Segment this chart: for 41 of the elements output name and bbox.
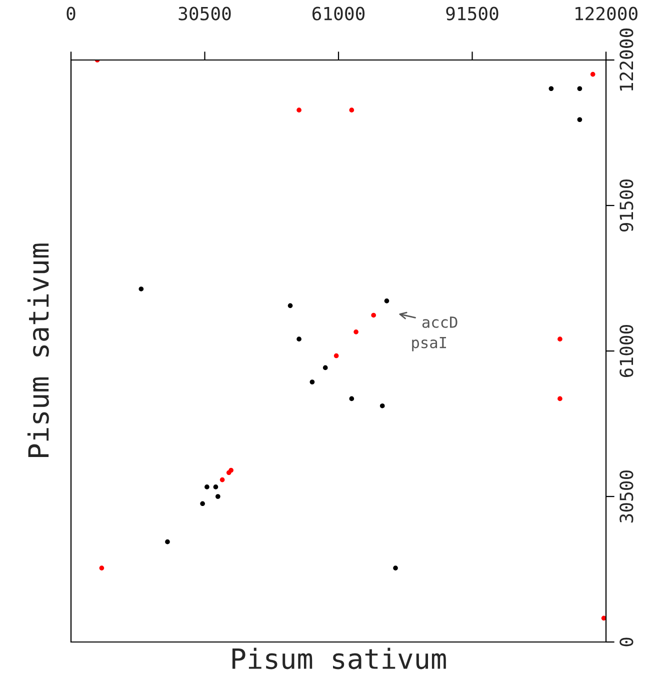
point (228, 468, 234, 473)
y-axis-title: Pisum sativum (27, 244, 49, 458)
x-tick-label: 61000 (312, 6, 365, 20)
point (371, 312, 376, 318)
point (380, 403, 385, 408)
point (393, 566, 398, 570)
point (296, 108, 302, 112)
point (349, 108, 354, 112)
point (577, 86, 582, 92)
point (322, 365, 328, 370)
annotation: psaI (412, 336, 446, 352)
y-tick-label: 30500 (620, 470, 634, 522)
x-tick-label: 0 (66, 6, 76, 20)
point (548, 86, 554, 92)
x-axis-title: Pisum sativum (232, 648, 446, 670)
x-tick-label: 30500 (178, 6, 231, 20)
point (99, 566, 104, 570)
point (288, 303, 293, 308)
x-tick-label: 91500 (446, 6, 498, 20)
point (558, 396, 562, 402)
point (213, 484, 218, 490)
point (296, 336, 302, 342)
point (334, 353, 339, 358)
point (220, 477, 225, 482)
point (216, 494, 220, 499)
y-tick-label: 61000 (620, 324, 634, 377)
point (310, 380, 315, 384)
point (138, 286, 144, 292)
point (384, 298, 390, 304)
point (349, 396, 354, 402)
point (577, 117, 582, 122)
point (200, 501, 205, 506)
point (354, 330, 358, 334)
point (165, 539, 170, 544)
point (204, 484, 210, 490)
point (558, 336, 562, 342)
point (590, 72, 596, 77)
y-tick-label: 0 (620, 638, 634, 646)
annotation: accD (422, 316, 458, 328)
y-tick-label: 91500 (620, 179, 634, 232)
point (601, 616, 606, 621)
